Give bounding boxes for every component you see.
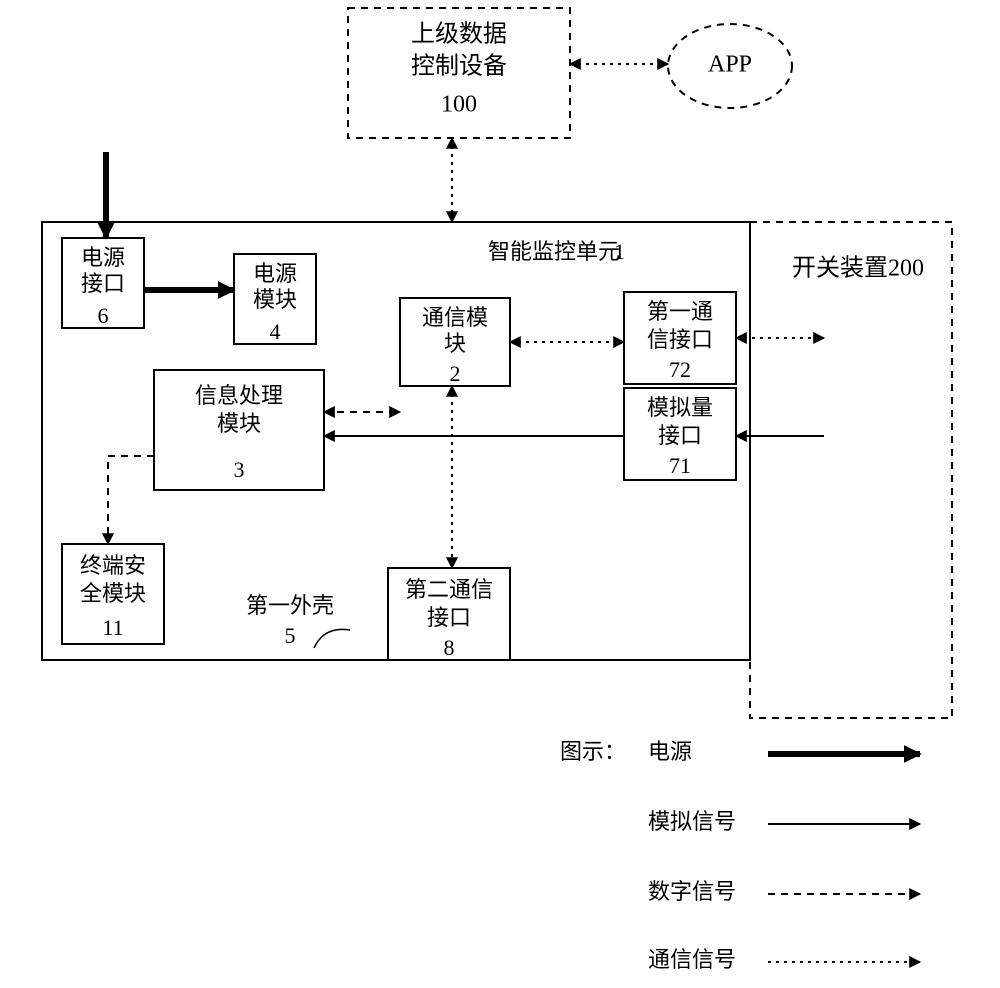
svg-text:模拟信号: 模拟信号 — [648, 809, 736, 834]
svg-text:接口: 接口 — [427, 605, 471, 630]
svg-text:2: 2 — [450, 361, 461, 386]
svg-text:通信信号: 通信信号 — [648, 947, 736, 972]
svg-text:电源: 电源 — [81, 245, 125, 270]
svg-text:模块: 模块 — [217, 411, 261, 436]
svg-text:信接口: 信接口 — [647, 327, 713, 352]
svg-text:图示：: 图示： — [560, 739, 626, 764]
svg-text:模块: 模块 — [253, 287, 297, 312]
svg-text:第一外壳: 第一外壳 — [246, 593, 334, 618]
svg-text:块: 块 — [444, 331, 466, 356]
svg-text:电源: 电源 — [253, 261, 297, 286]
svg-text:模拟量: 模拟量 — [647, 395, 713, 420]
svg-text:终端安: 终端安 — [80, 553, 146, 578]
svg-text:1: 1 — [614, 239, 625, 264]
switch-device-box — [750, 222, 952, 718]
svg-text:第二通信: 第二通信 — [405, 577, 493, 602]
svg-text:6: 6 — [98, 303, 109, 328]
svg-text:智能监控单元: 智能监控单元 — [488, 239, 620, 264]
svg-text:5: 5 — [285, 623, 296, 648]
svg-text:第一通: 第一通 — [647, 299, 713, 324]
svg-text:8: 8 — [444, 635, 455, 660]
svg-text:100: 100 — [441, 92, 477, 118]
svg-text:通信模: 通信模 — [422, 305, 488, 330]
svg-text:电源: 电源 — [648, 739, 692, 764]
svg-text:数字信号: 数字信号 — [648, 879, 736, 904]
svg-text:72: 72 — [669, 357, 691, 382]
svg-text:全模块: 全模块 — [80, 581, 146, 606]
svg-text:开关装置200: 开关装置200 — [792, 255, 924, 282]
svg-text:信息处理: 信息处理 — [195, 383, 283, 408]
svg-text:71: 71 — [669, 453, 691, 478]
svg-text:控制设备: 控制设备 — [411, 53, 507, 80]
svg-text:11: 11 — [102, 615, 123, 640]
svg-text:APP: APP — [708, 52, 752, 78]
svg-text:上级数据: 上级数据 — [411, 21, 507, 48]
svg-text:接口: 接口 — [81, 271, 125, 296]
svg-text:3: 3 — [234, 457, 245, 482]
svg-text:4: 4 — [270, 319, 281, 344]
svg-text:接口: 接口 — [658, 423, 702, 448]
